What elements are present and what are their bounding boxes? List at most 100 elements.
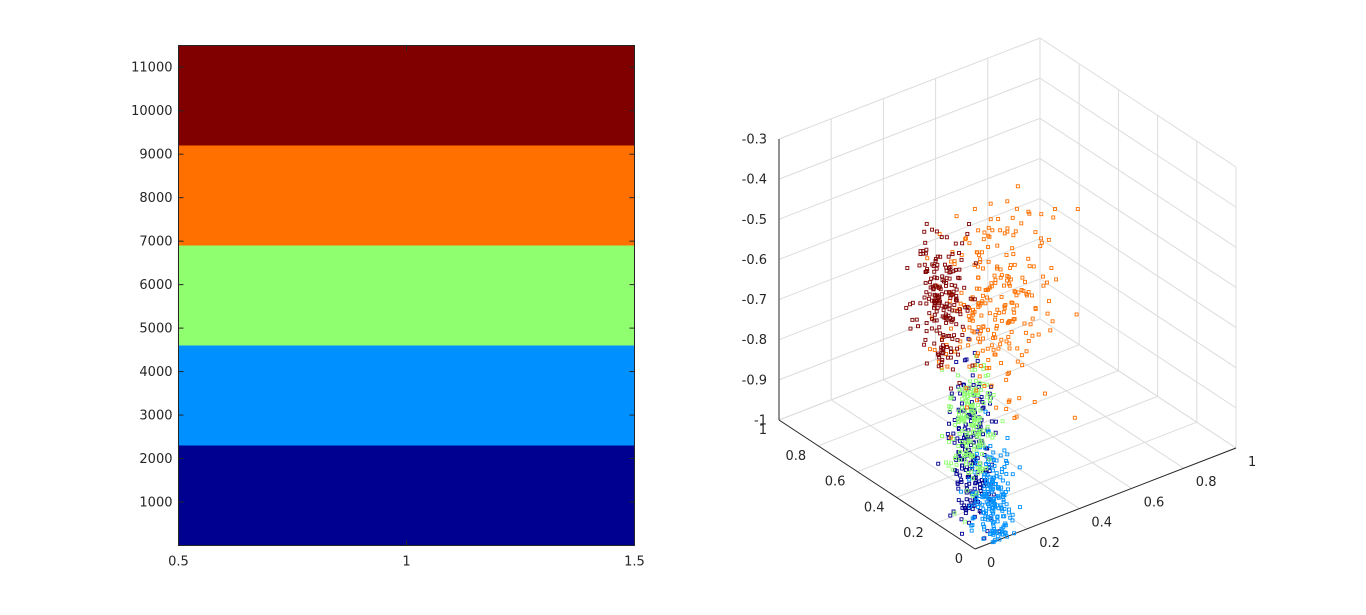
- scatter-point: [974, 490, 979, 495]
- scatter-point: [985, 515, 990, 520]
- wall-grid-line: [778, 77, 1041, 180]
- scatter-point: [968, 431, 972, 436]
- scatter-point: [946, 254, 951, 259]
- scatter-point: [975, 264, 980, 269]
- scatter-point: [971, 515, 976, 520]
- scatter-point: [1017, 505, 1022, 510]
- scatter-point: [1009, 330, 1014, 334]
- scatter-point: [976, 301, 981, 306]
- scatter-point: [998, 453, 1003, 458]
- scatter-point: [972, 502, 977, 507]
- scatter-point: [991, 479, 996, 484]
- scatter-point: [995, 264, 1000, 269]
- scatter-point: [974, 250, 979, 255]
- wall-grid-line: [1039, 278, 1237, 409]
- scatter-point: [972, 330, 977, 335]
- scatter-point: [1043, 391, 1047, 396]
- scatter-point: [993, 335, 998, 340]
- scatter-point: [1004, 459, 1009, 463]
- scatter-point: [972, 486, 977, 491]
- scatter-point: [1036, 332, 1041, 337]
- scatter-point: [981, 536, 986, 541]
- scatter-point: [977, 380, 982, 385]
- scatter-point: [996, 485, 1001, 490]
- scatter-point: [955, 373, 960, 378]
- scatter-point: [987, 469, 992, 473]
- scatter-point: [954, 462, 959, 467]
- scatter-point: [968, 439, 973, 444]
- scatter-point: [964, 468, 968, 472]
- scatter-point: [962, 426, 967, 431]
- scatter-point: [993, 280, 998, 285]
- scatter-point: [969, 400, 974, 405]
- scatter-point: [968, 379, 973, 384]
- scatter-point: [975, 403, 980, 408]
- scatter-point: [964, 447, 969, 452]
- scatter-point: [952, 308, 957, 313]
- scatter-point: [981, 237, 986, 242]
- scatter-point: [969, 367, 974, 372]
- scatter-point: [936, 364, 941, 369]
- scatter-point: [957, 458, 962, 462]
- scatter-point: [966, 314, 971, 319]
- scatter-point: [955, 481, 960, 486]
- scatter-point: [1015, 184, 1020, 189]
- scatter-point: [1000, 532, 1005, 537]
- scatter-point: [934, 328, 939, 333]
- scatter-point: [1044, 280, 1049, 285]
- scatter-point: [957, 387, 962, 392]
- scatter-point: [955, 338, 960, 343]
- scatter-point: [952, 333, 957, 338]
- scatter-point: [970, 310, 975, 315]
- scatter-point: [905, 265, 910, 270]
- scatter-point: [946, 463, 951, 468]
- band-3: [178, 145, 635, 246]
- scatter-point: [1002, 514, 1007, 519]
- scatter-point: [1019, 221, 1024, 226]
- scatter-point: [997, 310, 1002, 315]
- band-image-plot: 1000 2000 3000 4000 5000 6000 7000 8000 9000 1000…: [131, 45, 645, 570]
- scatter-point: [1005, 274, 1010, 278]
- scatter-point: [932, 299, 937, 304]
- scatter-point: [1007, 283, 1012, 288]
- scatter-point: [966, 394, 971, 399]
- scatter-point: [924, 329, 929, 334]
- scatter-point: [985, 433, 990, 438]
- scatter-point: [1015, 359, 1020, 364]
- scatter-point: [962, 392, 967, 396]
- scatter-point: [937, 232, 942, 236]
- scatter-point: [1000, 478, 1005, 483]
- scatter-point: [1049, 266, 1054, 270]
- scatter-point: [924, 301, 929, 306]
- scatter-point: [975, 353, 980, 358]
- scatter-point: [974, 491, 979, 496]
- scatter-point: [1008, 266, 1013, 270]
- scatter-point: [1014, 206, 1019, 211]
- scatter-point: [986, 489, 990, 494]
- scatter-point: [982, 536, 987, 541]
- scatter-point: [927, 311, 932, 316]
- scatter-point: [995, 494, 1000, 499]
- scatter-point: [922, 295, 927, 300]
- scatter-point: [969, 316, 974, 321]
- scatter-point: [999, 470, 1004, 475]
- scatter-point: [945, 364, 950, 369]
- scatter-point: [991, 458, 996, 463]
- scatter-point: [978, 257, 983, 262]
- scatter-point: [989, 281, 994, 286]
- scatter-point: [959, 257, 964, 262]
- scatter-point: [1022, 279, 1027, 284]
- scatter-point: [1015, 346, 1020, 351]
- scatter-point: [1004, 377, 1009, 382]
- scatter-point: [1004, 339, 1009, 344]
- scatter-point: [1001, 498, 1006, 503]
- scatter-point: [976, 351, 980, 356]
- scatter-point: [948, 346, 953, 351]
- scatter-point: [978, 387, 983, 392]
- scatter-point: [916, 324, 920, 329]
- wall-grid-line: [778, 238, 1041, 341]
- scatter-point: [986, 233, 991, 238]
- left-y-tick-label: 8000: [139, 191, 172, 206]
- scatter-point: [967, 477, 972, 482]
- scatter-point: [959, 290, 964, 295]
